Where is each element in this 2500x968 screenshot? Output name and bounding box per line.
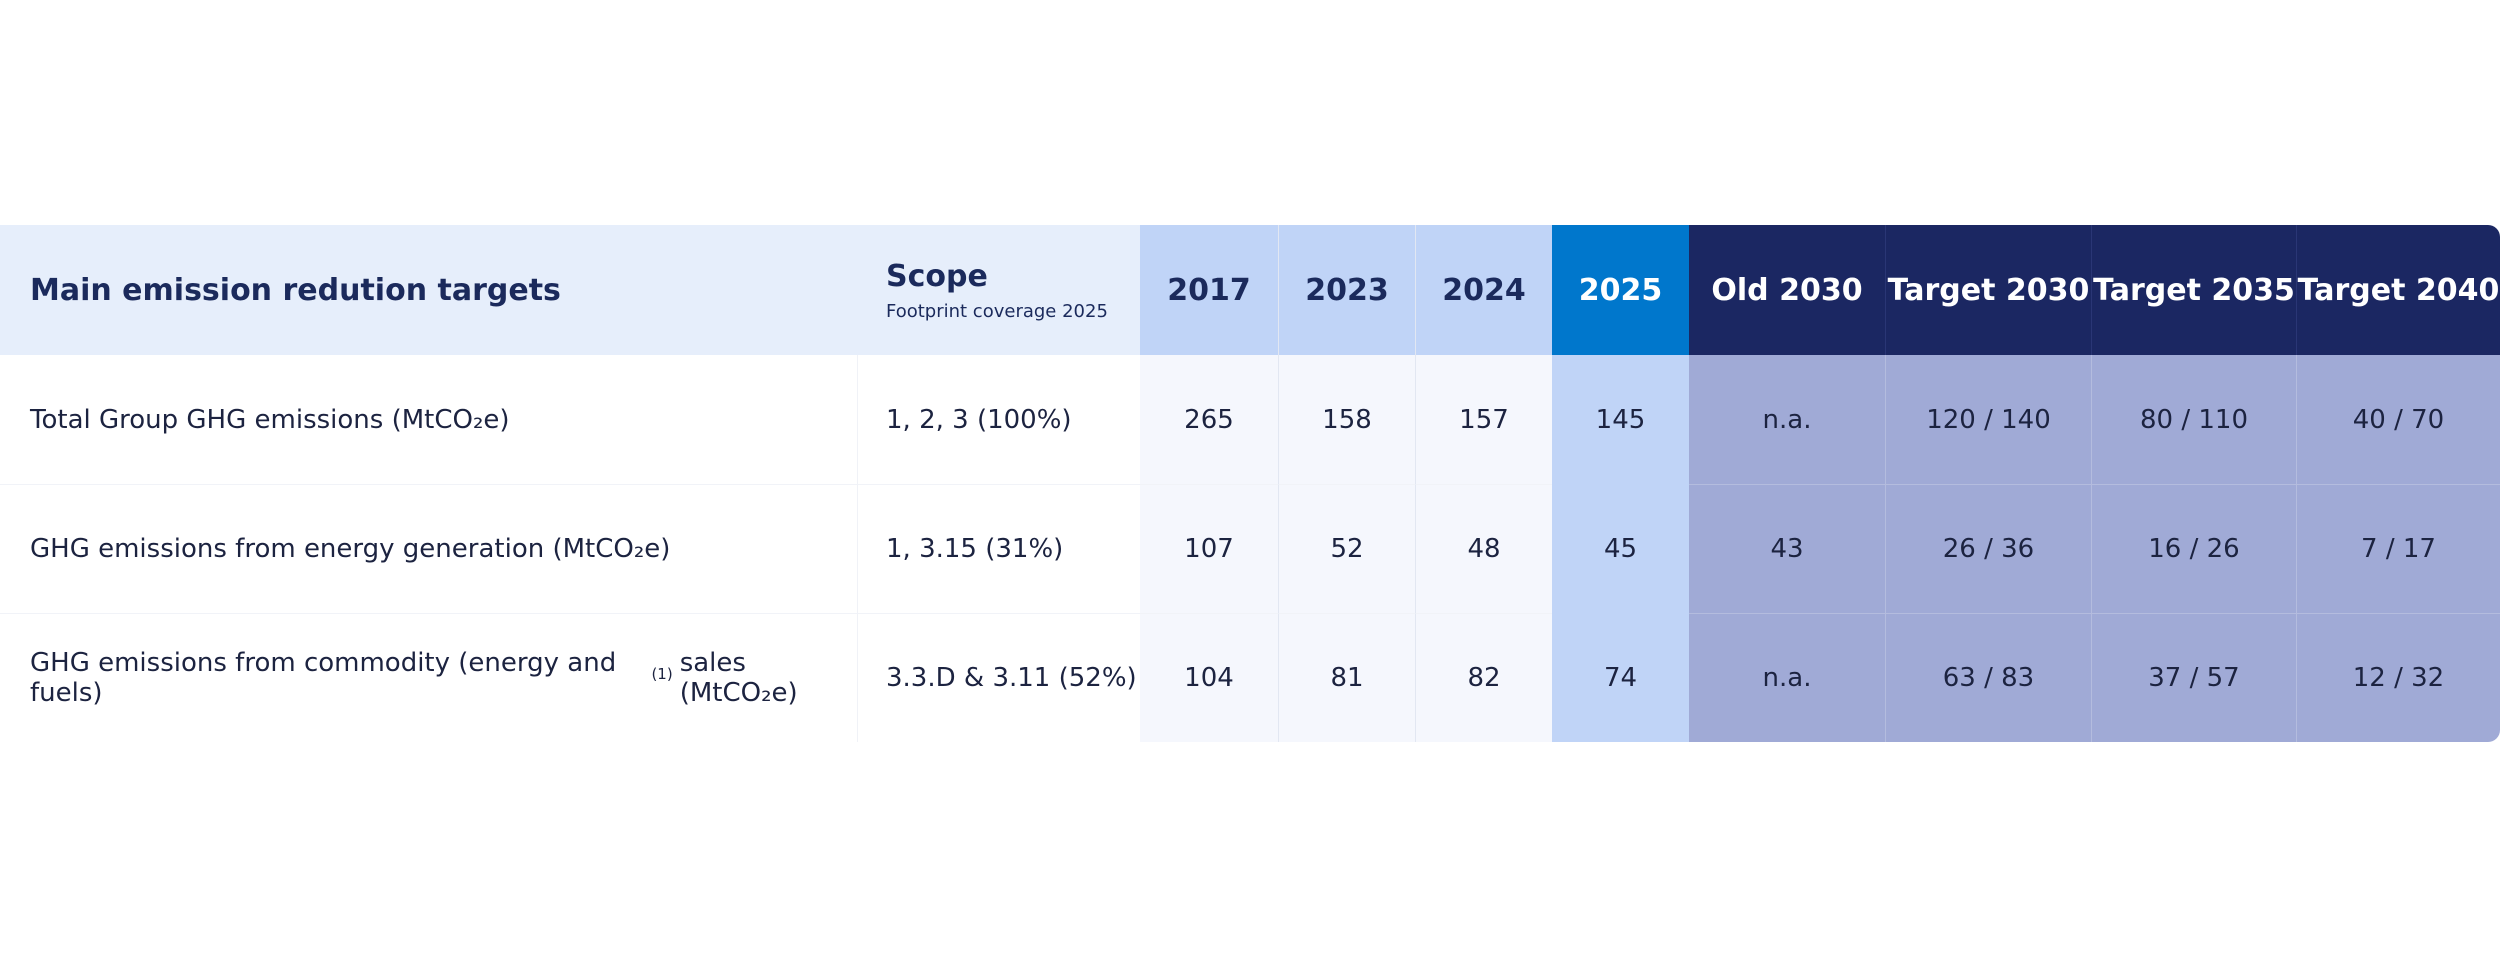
value-target-2035: 16 / 26 [2091,484,2296,613]
value-old-2030: n.a. [1689,355,1885,484]
col-header-2023: 2023 [1278,225,1415,355]
value-target-2030: 26 / 36 [1885,484,2091,613]
col-header-2025: 2025 [1552,225,1689,355]
value-target-2030: 63 / 83 [1885,613,2091,742]
row-label-text-cont: sales (MtCO₂e) [679,648,798,708]
scope-subtitle: Footprint coverage 2025 [886,300,1108,322]
value-2025: 145 [1552,355,1689,484]
scope-header: Scope Footprint coverage 2025 [858,225,1140,355]
value-2017: 265 [1140,355,1278,484]
value-2025: 45 [1552,484,1689,613]
row-scope: 1, 3.15 (31%) [858,484,1140,613]
value-2024: 82 [1415,613,1552,742]
value-old-2030: n.a. [1689,613,1885,742]
row-label: GHG emissions from commodity (energy and… [0,613,858,742]
value-target-2030: 120 / 140 [1885,355,2091,484]
value-target-2040: 12 / 32 [2296,613,2500,742]
row-scope: 1, 2, 3 (100%) [858,355,1140,484]
value-target-2040: 7 / 17 [2296,484,2500,613]
value-2023: 81 [1278,613,1415,742]
row-label: GHG emissions from energy generation (Mt… [0,484,858,613]
value-2023: 158 [1278,355,1415,484]
col-header-2024: 2024 [1415,225,1552,355]
table-title: Main emission redution targets [0,225,858,355]
value-2017: 107 [1140,484,1278,613]
row-scope: 3.3.D & 3.11 (52%) [858,613,1140,742]
value-2017: 104 [1140,613,1278,742]
col-header-target-2035: Target 2035 [2091,225,2296,355]
value-2025: 74 [1552,613,1689,742]
row-label-text: GHG emissions from commodity (energy and… [30,648,617,708]
row-label: Total Group GHG emissions (MtCO₂e) [0,355,858,484]
value-old-2030: 43 [1689,484,1885,613]
value-target-2040: 40 / 70 [2296,355,2500,484]
col-header-target-2040: Target 2040 [2296,225,2500,355]
emission-targets-table: Main emission redution targets Scope Foo… [0,225,2500,742]
value-2024: 48 [1415,484,1552,613]
col-header-old-2030: Old 2030 [1689,225,1885,355]
col-header-target-2030: Target 2030 [1885,225,2091,355]
row-label-text: Total Group GHG emissions (MtCO₂e) [30,404,510,435]
value-target-2035: 37 / 57 [2091,613,2296,742]
value-2024: 157 [1415,355,1552,484]
row-label-text: GHG emissions from energy generation (Mt… [30,534,671,564]
footnote-marker: (1) [651,665,673,683]
scope-title: Scope [886,258,988,294]
value-target-2035: 80 / 110 [2091,355,2296,484]
value-2023: 52 [1278,484,1415,613]
col-header-2017: 2017 [1140,225,1278,355]
